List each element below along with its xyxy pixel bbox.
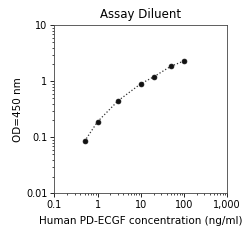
Title: Assay Diluent: Assay Diluent (100, 8, 181, 21)
Y-axis label: OD=450 nm: OD=450 nm (13, 77, 23, 142)
X-axis label: Human PD-ECGF concentration (ng/ml): Human PD-ECGF concentration (ng/ml) (39, 216, 242, 226)
